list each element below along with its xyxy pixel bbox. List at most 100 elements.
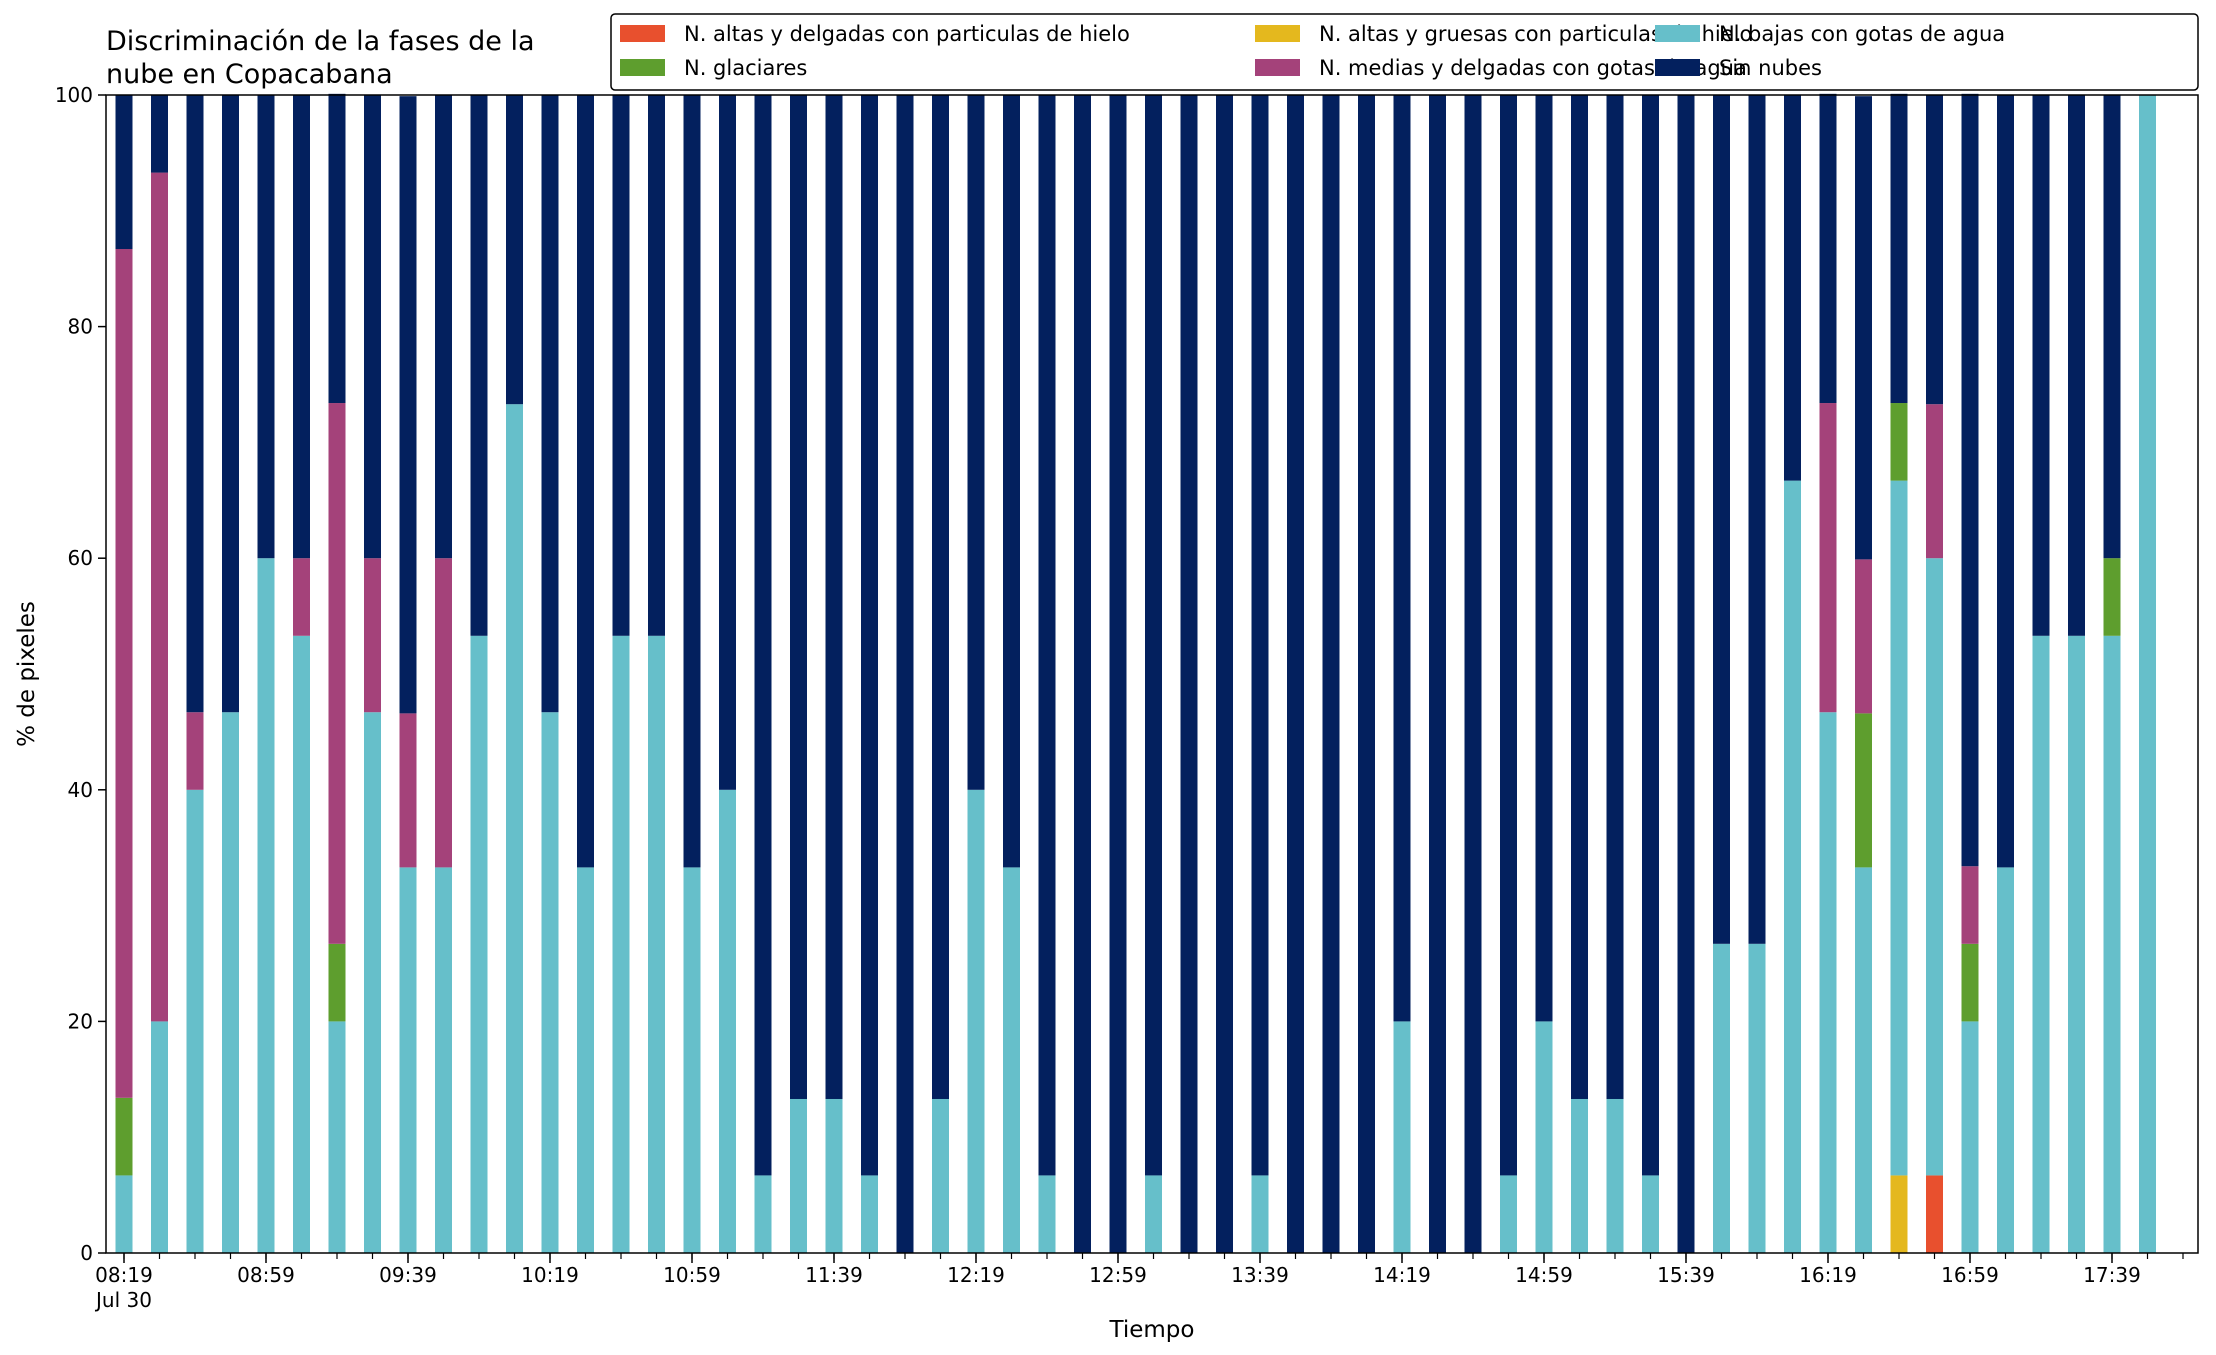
bar-segment-40-series-2 xyxy=(1535,1021,1553,1253)
bar-segment-29-series-2 xyxy=(1145,1175,1162,1253)
bar-segment-27-series-5 xyxy=(1074,95,1091,1253)
bar-segment-33-series-5 xyxy=(1287,95,1304,1253)
bar-segment-52-series-2 xyxy=(1961,1021,1979,1253)
x-axis-label: Tiempo xyxy=(1109,1317,1195,1343)
bar-segment-4-series-5 xyxy=(257,95,275,559)
bar-segment-19-series-2 xyxy=(790,1098,807,1253)
bar-segment-28-series-5 xyxy=(1109,95,1127,1253)
bar-segment-47-series-5 xyxy=(1784,95,1801,481)
bar-segment-48-series-5 xyxy=(1819,93,1837,404)
bar-segment-7-series-2 xyxy=(364,712,381,1253)
bar-segment-1-series-5 xyxy=(151,95,168,173)
x-tick-label: 13:39 xyxy=(1231,1263,1289,1287)
bar-segment-0-series-2 xyxy=(115,1175,133,1253)
bar-segment-16-series-2 xyxy=(683,867,701,1253)
y-tick-label: 20 xyxy=(68,1009,93,1033)
bar-segment-26-series-5 xyxy=(1038,95,1056,1176)
bar-segment-17-series-2 xyxy=(719,789,736,1253)
bar-segment-48-series-2 xyxy=(1819,712,1837,1253)
bar-segment-20-series-2 xyxy=(825,1098,843,1253)
bar-segment-5-series-2 xyxy=(293,635,310,1253)
x-tick-label: 17:39 xyxy=(2083,1263,2141,1287)
bar-segment-31-series-5 xyxy=(1216,95,1233,1253)
bar-segment-9-series-2 xyxy=(435,867,452,1253)
bar-segment-56-series-2 xyxy=(2103,635,2121,1253)
bar-segment-18-series-2 xyxy=(754,1175,772,1253)
chart-title-line-2: nube en Copacabana xyxy=(106,59,393,90)
chart-title-line-1: Discriminación de la fases de la xyxy=(106,26,535,57)
x-tick-label: 10:59 xyxy=(663,1263,721,1287)
bar-segment-9-series-4 xyxy=(435,558,452,868)
bar-segment-11-series-5 xyxy=(506,95,523,405)
bar-segment-54-series-5 xyxy=(2032,95,2050,636)
legend: N. altas y delgadas con particulas de hi… xyxy=(610,13,2199,91)
legend-box xyxy=(610,13,2199,91)
bar-segment-43-series-5 xyxy=(1642,95,1659,1176)
bar-segment-14-series-5 xyxy=(612,95,630,636)
bar-segment-49-series-3 xyxy=(1855,713,1872,868)
bar-segment-32-series-2 xyxy=(1251,1175,1269,1253)
bar-segment-25-series-5 xyxy=(1003,95,1020,868)
bar-segment-21-series-5 xyxy=(861,95,878,1176)
x-tick-label: 16:19 xyxy=(1799,1263,1857,1287)
bar-segment-3-series-5 xyxy=(222,95,239,713)
bar-segment-50-series-3 xyxy=(1890,403,1908,481)
bar-segment-13-series-5 xyxy=(577,95,594,868)
bar-segment-34-series-5 xyxy=(1322,95,1340,1253)
bar-segment-49-series-5 xyxy=(1855,96,1872,560)
bar-segment-57-series-2 xyxy=(2139,95,2156,1253)
bar-segment-7-series-5 xyxy=(364,95,381,559)
bar-segment-41-series-2 xyxy=(1571,1098,1588,1253)
bar-segment-17-series-5 xyxy=(719,95,736,790)
bar-segment-5-series-4 xyxy=(293,558,310,636)
bar-segment-5-series-5 xyxy=(293,95,310,559)
y-axis: 0 20 40 60 80 100 xyxy=(55,83,106,1265)
bar-segment-6-series-4 xyxy=(328,403,346,944)
bar-segment-35-series-5 xyxy=(1358,95,1375,1253)
bar-segment-45-series-2 xyxy=(1713,943,1730,1253)
bar-segment-11-series-2 xyxy=(506,404,523,1253)
bar-segment-7-series-4 xyxy=(364,558,381,713)
y-tick-label: 0 xyxy=(80,1241,93,1265)
legend-swatch-4 xyxy=(1255,59,1300,76)
bar-segment-52-series-4 xyxy=(1961,866,1979,944)
bar-segment-26-series-2 xyxy=(1038,1175,1056,1253)
bar-segment-13-series-2 xyxy=(577,867,594,1253)
y-tick-label: 40 xyxy=(68,778,93,802)
bar-segment-50-series-5 xyxy=(1890,93,1908,404)
y-tick-label: 60 xyxy=(68,546,93,570)
x-tick-label: 08:59 xyxy=(237,1263,295,1287)
bar-segment-47-series-2 xyxy=(1784,480,1801,1253)
bar-segment-0-series-3 xyxy=(115,1097,133,1176)
bar-segment-2-series-5 xyxy=(186,95,204,713)
bar-segment-53-series-2 xyxy=(1997,867,2014,1253)
bar-segment-9-series-5 xyxy=(435,95,452,559)
x-tick-label: 14:19 xyxy=(1373,1263,1431,1287)
bar-segment-15-series-2 xyxy=(648,635,665,1253)
bar-segment-16-series-5 xyxy=(683,95,701,868)
bar-segment-56-series-5 xyxy=(2103,95,2121,559)
chart-title: Discriminación de la fases de la nube en… xyxy=(106,26,543,90)
bar-segment-12-series-2 xyxy=(541,712,559,1253)
x-tick-sublabel: Jul 30 xyxy=(94,1288,152,1312)
legend-label-0: N. altas y delgadas con particulas de hi… xyxy=(684,22,1130,46)
legend-label-5: Sin nubes xyxy=(1719,56,1822,80)
bar-segment-30-series-5 xyxy=(1180,95,1198,1253)
legend-swatch-0 xyxy=(620,25,665,42)
bar-segment-36-series-5 xyxy=(1393,95,1411,1022)
bar-segment-39-series-2 xyxy=(1500,1175,1517,1253)
bar-segment-55-series-5 xyxy=(2068,95,2085,636)
bar-segment-22-series-5 xyxy=(896,95,914,1253)
bar-segment-51-series-2 xyxy=(1926,558,1943,1176)
bar-segment-53-series-5 xyxy=(1997,95,2014,868)
bar-segment-32-series-5 xyxy=(1251,95,1269,1176)
bar-segment-56-series-3 xyxy=(2103,558,2121,636)
bar-segment-2-series-2 xyxy=(186,789,204,1253)
x-tick-label: 08:19 xyxy=(95,1263,153,1287)
legend-swatch-5 xyxy=(1655,59,1700,76)
bar-segment-8-series-5 xyxy=(399,96,417,714)
bar-segment-24-series-2 xyxy=(967,789,985,1253)
bar-segment-50-series-1 xyxy=(1890,1175,1908,1253)
bar-segment-45-series-5 xyxy=(1713,95,1730,944)
